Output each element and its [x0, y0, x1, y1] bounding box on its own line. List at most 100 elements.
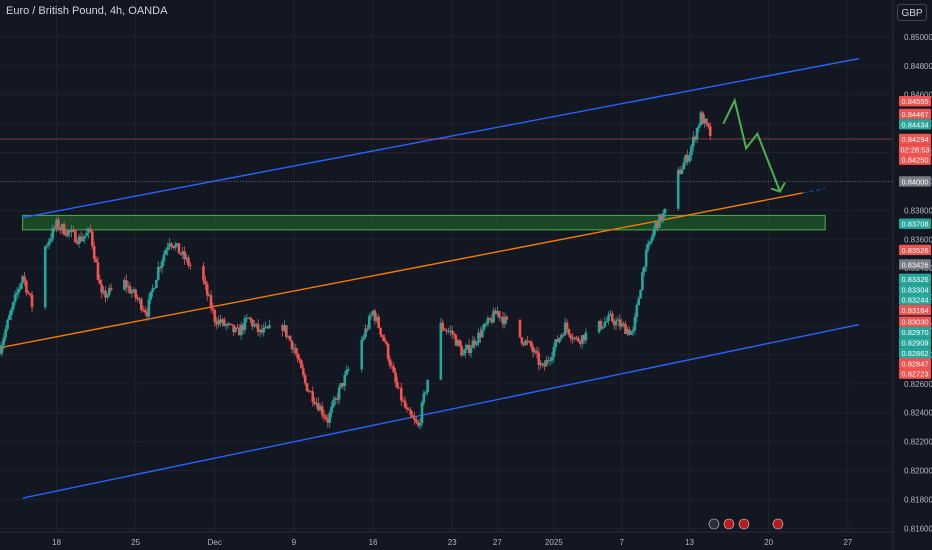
- candle-body: [443, 329, 446, 331]
- time-axis[interactable]: 18 25 Dec 9 16 23 27 2025 7 13 20 27: [0, 531, 893, 547]
- candle-body: [644, 249, 648, 267]
- candle-body: [283, 325, 286, 331]
- candle-body: [364, 328, 367, 337]
- candle-body: [222, 319, 226, 326]
- event-marker-icon: [708, 518, 720, 530]
- candle-body: [43, 246, 47, 308]
- candle-body: [347, 369, 350, 371]
- price-label-box: [899, 259, 931, 270]
- candle-body: [618, 319, 622, 327]
- currency-button[interactable]: GBP: [897, 4, 927, 21]
- candle-body: [454, 335, 458, 346]
- candle-body: [403, 400, 407, 408]
- candle-body: [300, 360, 303, 369]
- candle-body: [149, 291, 153, 300]
- candle-body: [74, 230, 77, 243]
- candle-body: [578, 341, 582, 344]
- candle-body: [405, 407, 409, 410]
- candle-body: [236, 327, 239, 329]
- candle-body: [341, 383, 345, 387]
- candle-body: [60, 224, 64, 230]
- candle-body: [620, 323, 624, 327]
- candle-body: [166, 247, 169, 251]
- candle-body: [19, 283, 23, 289]
- candle-body: [221, 319, 224, 324]
- candle-body: [326, 419, 330, 423]
- candle-body: [139, 298, 143, 310]
- price-label-box: [899, 337, 931, 348]
- candle-body: [258, 329, 262, 332]
- candle-body: [693, 136, 697, 140]
- candle-body: [388, 359, 392, 366]
- candle-body: [497, 311, 501, 318]
- candle-body: [311, 391, 315, 402]
- candle-body: [254, 323, 258, 325]
- candle-body: [25, 280, 28, 293]
- candle-body: [473, 340, 477, 345]
- candle-body: [486, 317, 490, 324]
- candle-body: [26, 292, 30, 294]
- candle-body: [499, 317, 503, 319]
- candle-body: [411, 414, 414, 418]
- candle-body: [575, 337, 578, 339]
- trend-lines-layer: [0, 57, 893, 499]
- candle-body: [684, 155, 688, 163]
- candle-body: [183, 251, 186, 260]
- candle-body: [360, 340, 364, 370]
- candle-body: [654, 222, 657, 230]
- countdown-box: [899, 144, 931, 155]
- candle-body: [533, 350, 537, 353]
- candle-body: [15, 292, 19, 295]
- candle-body: [11, 301, 15, 310]
- candle-body: [556, 339, 559, 343]
- candle-body: [237, 328, 241, 336]
- candle-body: [10, 309, 13, 316]
- candle-body: [62, 224, 66, 235]
- candle-body: [612, 321, 616, 326]
- candle-body: [682, 162, 686, 170]
- candle-body: [650, 237, 654, 242]
- candle-body: [134, 289, 137, 298]
- candle-body: [467, 344, 471, 354]
- candle-body: [243, 318, 247, 331]
- x-tick-label: 23: [448, 538, 457, 547]
- price-label-text: 0.83426: [901, 260, 928, 269]
- candle-body: [281, 325, 284, 331]
- candle-body: [383, 337, 386, 342]
- price-label-text: 0.83244: [901, 296, 928, 305]
- candle-body: [482, 323, 486, 330]
- candle-body: [680, 169, 684, 174]
- candle-body: [562, 334, 565, 336]
- price-label-text: 0.83030: [901, 318, 928, 327]
- price-label-text: 0.83304: [901, 285, 928, 294]
- candle-body: [126, 285, 130, 288]
- candle-body: [130, 292, 134, 294]
- candle-body: [366, 328, 369, 330]
- candle-body: [582, 335, 586, 341]
- candle-body: [524, 340, 527, 345]
- channel-upper-line: [22, 57, 860, 219]
- candle-body: [72, 229, 75, 231]
- candle-body: [64, 234, 68, 236]
- candle-body: [407, 409, 411, 411]
- candle-body: [145, 312, 149, 317]
- candle-body: [177, 243, 181, 254]
- candle-body: [629, 331, 633, 335]
- candle-body: [531, 347, 535, 353]
- candle-body: [386, 343, 390, 360]
- candle-body: [416, 422, 420, 426]
- candle-body: [313, 401, 316, 405]
- price-label-box: [899, 294, 931, 305]
- candle-body: [47, 241, 51, 246]
- candle-body: [503, 316, 507, 325]
- candle-body: [384, 341, 388, 344]
- candle-body: [66, 230, 70, 236]
- candle-body: [661, 213, 665, 221]
- candle-body: [23, 276, 26, 281]
- candle-body: [0, 345, 4, 354]
- candle-body: [565, 322, 569, 330]
- candle-body: [580, 335, 584, 344]
- candle-body: [209, 295, 213, 309]
- candle-body: [456, 340, 460, 346]
